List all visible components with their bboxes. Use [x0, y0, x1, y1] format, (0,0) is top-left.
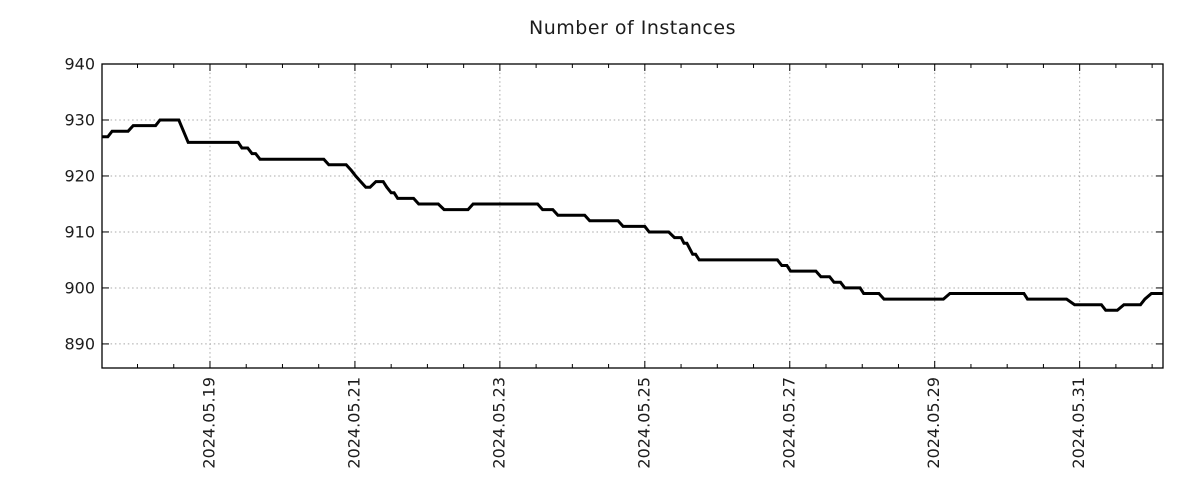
y-tick-label: 900	[64, 278, 95, 297]
x-tick-label: 2024.05.19	[199, 377, 218, 469]
x-tick-label: 2024.05.27	[779, 377, 798, 469]
y-tick-label: 910	[64, 222, 95, 241]
x-tick-label: 2024.05.23	[489, 377, 508, 469]
x-tick-label: 2024.05.31	[1069, 377, 1088, 469]
x-tick-label: 2024.05.29	[924, 377, 943, 469]
x-tick-label: 2024.05.25	[634, 377, 653, 469]
y-tick-label: 890	[64, 334, 95, 353]
y-tick-label: 920	[64, 166, 95, 185]
chart-title: Number of Instances	[529, 17, 736, 39]
y-tick-label: 940	[64, 54, 95, 73]
x-tick-label: 2024.05.21	[344, 377, 363, 469]
y-tick-label: 930	[64, 110, 95, 129]
plot-frame	[101, 63, 1164, 369]
data-line-series	[102, 118, 1163, 312]
